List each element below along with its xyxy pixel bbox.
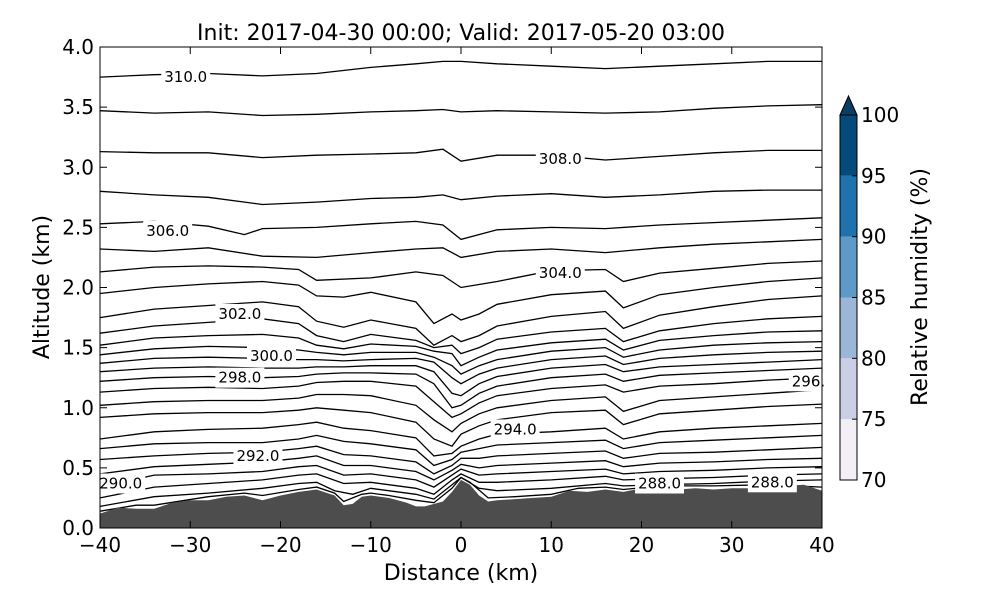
y-tick-label: 3.0 [62,155,94,179]
colorbar-tick-label: 95 [861,164,886,188]
contour-label: 310.0 [161,67,211,88]
svg-text:288.0: 288.0 [751,473,794,491]
contour-304 [99,277,823,325]
svg-text:302.0: 302.0 [218,305,261,323]
colorbar-tick-label: 100 [861,103,899,127]
x-tick-label: 0 [455,533,468,557]
contour-label: 302.0 [215,303,265,324]
colorbar-bin [840,236,857,298]
contour-296 [99,377,823,419]
contour-label: 306.0 [143,220,193,241]
contour-label: 300.0 [246,346,296,367]
contour-294 [99,403,823,447]
y-tick-label: 0.5 [62,456,94,480]
colorbar-label: Relative humidity (%) [908,168,933,406]
contour-label: 292.0 [233,445,283,466]
contour-302 [99,315,823,355]
colorbar-bin [840,175,857,237]
colorbar-bin [840,297,857,359]
contour-labels: 310.0 308.0 306.0 304.0 302.0 300.0 298.0 296. 2… [96,67,829,494]
contour-292 [99,434,823,467]
colorbar-tick-label: 80 [861,346,886,370]
contour-305 [99,260,823,289]
terrain-fill [100,479,822,528]
x-tick-label: −40 [79,533,121,557]
colorbar: 70 75 80 85 90 95 100 [839,94,899,492]
chart-title: Init: 2017-04-30 00:00; Valid: 2017-05-2… [197,21,725,46]
x-axis-label: Distance (km) [384,561,539,586]
colorbar-bin [840,358,857,420]
contour-label: 308.0 [535,148,585,169]
x-tick-label: 20 [629,533,654,557]
y-tick-label: 2.0 [62,276,94,300]
y-axis: 0.0 0.5 1.0 1.5 2.0 2.5 3.0 3.5 4.0 [62,35,822,540]
contour-301 [99,330,823,367]
contour-label: 298.0 [215,367,265,388]
x-axis: −40 −30 −20 −10 0 10 20 30 40 [79,47,835,557]
x-tick-label: 10 [539,533,564,557]
svg-text:298.0: 298.0 [218,369,261,387]
y-tick-label: 1.0 [62,396,94,420]
y-tick-label: 2.5 [62,215,94,239]
colorbar-tick-label: 85 [861,286,886,310]
svg-text:292.0: 292.0 [236,447,279,465]
svg-text:288.0: 288.0 [638,475,681,493]
y-tick-label: 0.0 [62,516,94,540]
contour-311 [99,60,822,78]
svg-text:304.0: 304.0 [539,264,582,282]
colorbar-bin [840,115,857,176]
x-tick-label: −30 [169,533,211,557]
y-tick-label: 1.5 [62,336,94,360]
svg-text:294.0: 294.0 [494,420,537,438]
colorbar-tick-label: 90 [861,225,886,249]
contour-307 [99,217,823,241]
contour-label: 304.0 [535,263,585,284]
colorbar-extend-arrow [839,94,858,116]
contour-309 [99,148,822,162]
y-tick-label: 4.0 [62,35,94,59]
contour-297 [99,367,823,409]
svg-text:296.: 296. [792,372,825,390]
x-tick-label: 30 [719,533,744,557]
x-tick-label: −20 [259,533,301,557]
x-tick-label: 40 [809,533,834,557]
contour-303 [99,295,823,346]
plot-area: 310.0 308.0 306.0 304.0 302.0 300.0 298.0 296. 2… [96,46,829,529]
contour-label: 290.0 [96,473,146,494]
colorbar-tick-label: 75 [861,407,886,431]
contour-298 [99,358,823,397]
contour-label: 288.0 [747,472,797,493]
colorbar-bin [840,419,857,480]
contour-290 [99,455,823,481]
svg-text:306.0: 306.0 [146,222,189,240]
y-tick-label: 3.5 [62,95,94,119]
contour-286 [99,476,823,512]
svg-text:290.0: 290.0 [99,475,142,493]
contour-310 [99,104,823,117]
x-tick-label: −10 [350,533,392,557]
svg-text:308.0: 308.0 [539,150,582,168]
contour-label: 294.0 [490,419,540,440]
contour-306 [99,238,823,259]
colorbar-tick-label: 70 [861,468,886,492]
contour-295 [99,389,823,433]
contour-label: 288.0 [635,473,685,494]
contour-293 [99,421,823,457]
svg-text:310.0: 310.0 [164,68,207,86]
contour-308 [99,189,822,206]
isentrope-contours [99,60,823,512]
contour-289 [99,464,823,488]
svg-text:300.0: 300.0 [250,347,293,365]
contour-label: 296. [788,371,829,392]
y-axis-label: Altitude (km) [30,215,55,359]
